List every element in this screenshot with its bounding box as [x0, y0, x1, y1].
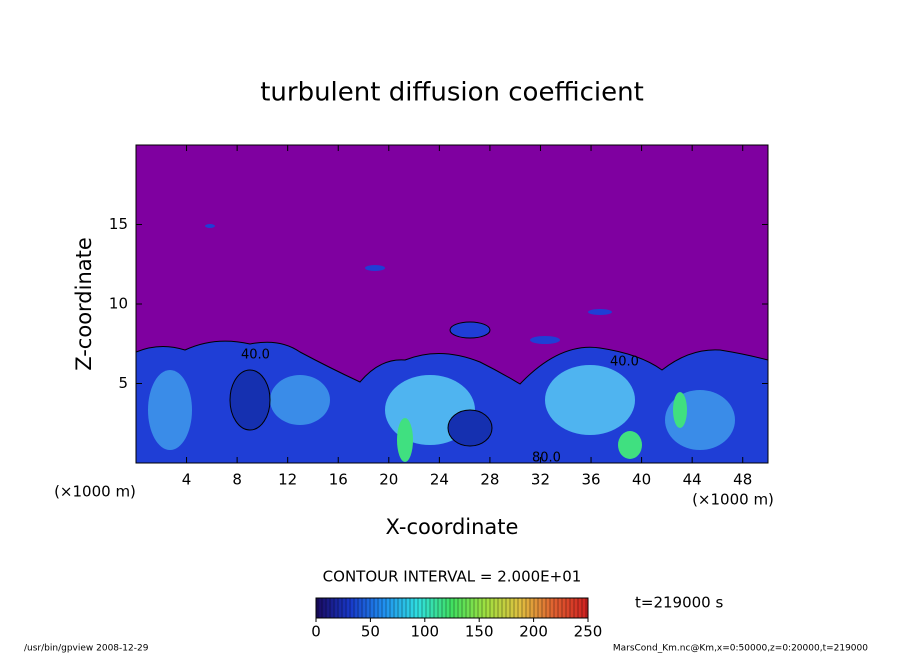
- chart-title: turbulent diffusion coefficient: [260, 78, 644, 108]
- x-tick-label: 36: [581, 471, 600, 489]
- x-axis-label: X-coordinate: [386, 515, 519, 539]
- x-tick-label: 32: [531, 471, 550, 489]
- patch: [545, 365, 635, 435]
- colorbar-tick-label: 50: [361, 623, 380, 641]
- colorbar-tick-label: 250: [574, 623, 603, 641]
- x-unit-right: (×1000 m): [692, 491, 774, 509]
- patch: [148, 370, 192, 450]
- contour-label: 80.0: [532, 451, 561, 466]
- field: [136, 224, 768, 463]
- x-tick-label: 28: [480, 471, 499, 489]
- x-tick-label: 16: [329, 471, 348, 489]
- contour-label: 40.0: [241, 348, 270, 363]
- speck: [588, 309, 612, 315]
- x-tick-label: 20: [379, 471, 398, 489]
- footer-right: MarsCond_Km.nc@Km,x=0:50000,z=0:20000,t=…: [613, 644, 868, 654]
- x-tick-label: 8: [232, 471, 242, 489]
- colorbar-tick-label: 150: [465, 623, 494, 641]
- colorbar-tick-label: 100: [410, 623, 439, 641]
- speck: [449, 321, 491, 339]
- x-tick-label: 44: [683, 471, 702, 489]
- colorbar: [315, 597, 589, 619]
- patch: [673, 392, 687, 428]
- speck: [530, 336, 560, 344]
- x-unit-left: (×1000 m): [54, 483, 136, 501]
- y-tick-label: 5: [118, 374, 128, 392]
- patch: [229, 369, 271, 431]
- y-axis-label: Z-coordinate: [72, 237, 96, 371]
- x-tick-label: 4: [182, 471, 192, 489]
- x-tick-label: 40: [632, 471, 651, 489]
- patch: [447, 409, 493, 447]
- patch: [397, 418, 413, 462]
- x-tick-label: 48: [733, 471, 752, 489]
- contour-label: 40.0: [610, 355, 639, 370]
- time-label: t=219000 s: [635, 594, 723, 612]
- speck: [365, 265, 385, 271]
- contour-interval: CONTOUR INTERVAL = 2.000E+01: [323, 568, 582, 586]
- y-tick-label: 15: [109, 215, 128, 233]
- colorbar-tick-label: 200: [519, 623, 548, 641]
- patch: [618, 431, 642, 459]
- x-tick-label: 24: [430, 471, 449, 489]
- colorbar-tick-label: 0: [311, 623, 321, 641]
- speck: [205, 224, 215, 228]
- y-tick-label: 10: [109, 295, 128, 313]
- patch: [270, 375, 330, 425]
- footer-left: /usr/bin/gpview 2008-12-29: [24, 644, 149, 654]
- x-tick-label: 12: [278, 471, 297, 489]
